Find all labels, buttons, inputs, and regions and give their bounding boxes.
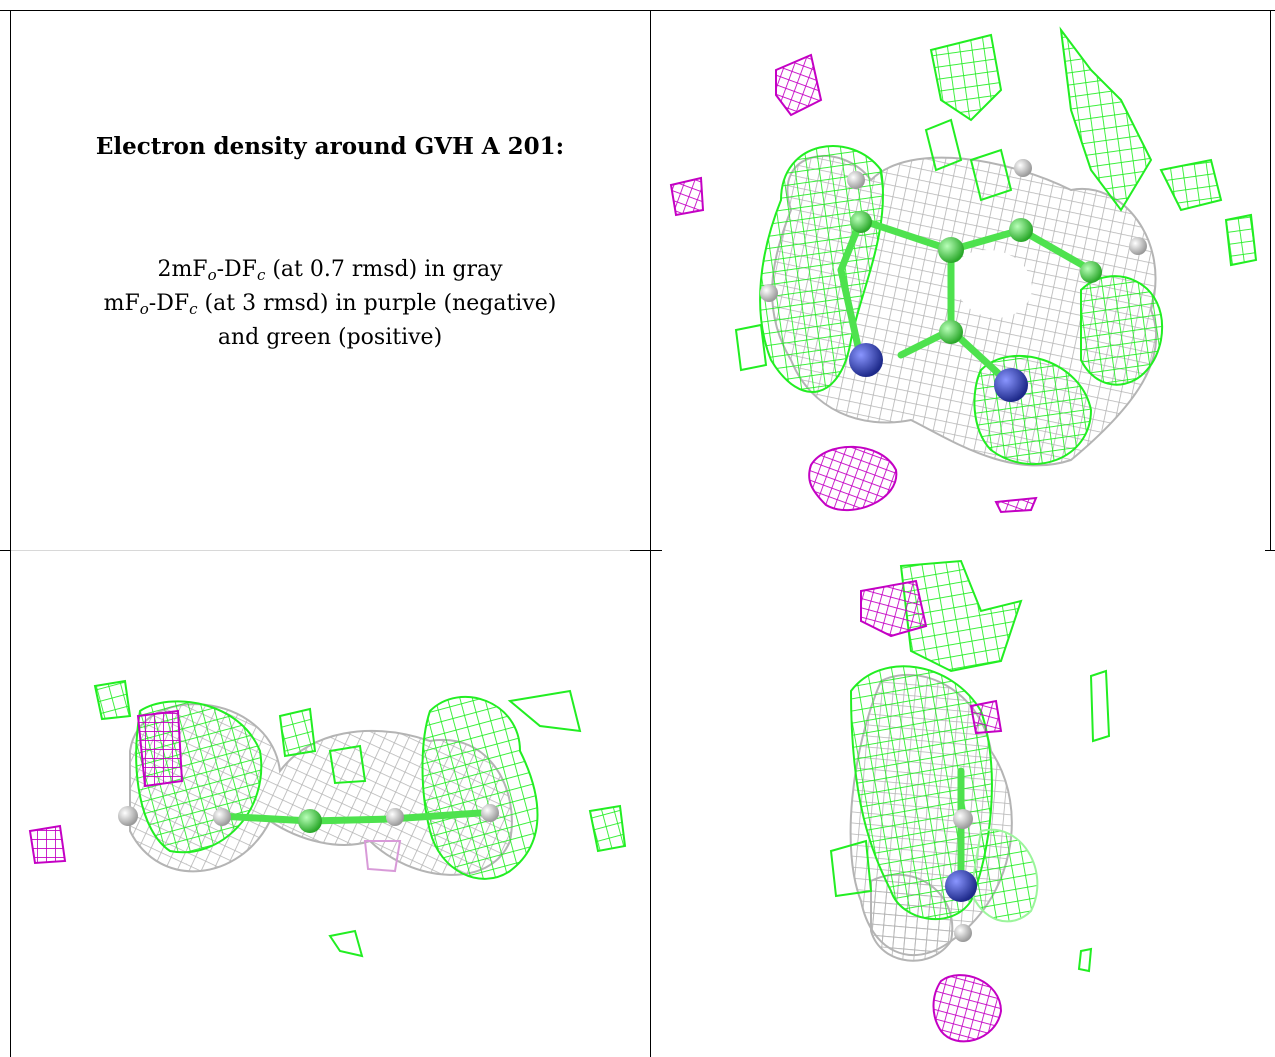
frame-mid-tick-left <box>0 550 10 551</box>
density-view-top-svg <box>669 26 1258 514</box>
ligand-model <box>760 159 1147 402</box>
legend-2fofc-suffix: (at 0.7 rmsd) in gray <box>265 257 503 282</box>
frame-mid-line-left <box>10 550 640 551</box>
density-view-top <box>651 10 1270 550</box>
negative-density-mesh <box>669 53 1038 514</box>
frame-top-line <box>0 10 1275 11</box>
legend-fofc-sub-o: o <box>139 300 149 318</box>
legend-2fofc-mid: -DF <box>216 257 257 282</box>
negative-density-mesh-edge <box>860 579 1003 1043</box>
density-view-edge <box>651 551 1270 1057</box>
ligand-model-edge <box>945 767 977 942</box>
legend-positive: and green (positive) <box>217 325 443 350</box>
frame-mid-tick-center <box>630 550 662 551</box>
panel-title: Electron density around GVH A 201: <box>95 133 565 160</box>
density-view-side <box>10 551 650 1057</box>
legend-fofc-mid: -DF <box>148 291 190 316</box>
legend-2fofc-prefix: 2mF <box>157 257 208 282</box>
density-view-side-svg <box>28 679 627 958</box>
legend-2fofc: 2mFo-DFc (at 0.7 rmsd) in gray <box>10 253 650 287</box>
legend-fofc-prefix: mF <box>103 291 140 316</box>
positive-density-mesh-edge <box>829 559 1111 973</box>
negative-density-mesh-side <box>28 709 402 873</box>
legend-fofc-suffix: (at 3 rmsd) in purple (negative) <box>197 291 557 316</box>
frame-left-line <box>10 10 11 1057</box>
legend-2fofc-sub-c: c <box>256 266 266 284</box>
legend-fofc-sub-c: c <box>189 300 198 318</box>
frame-mid-tick-right <box>1265 550 1275 551</box>
legend-2fofc-sub-o: o <box>207 266 217 284</box>
ligand-model-side <box>118 804 499 833</box>
frame-right-line <box>1270 10 1271 550</box>
caption-panel: Electron density around GVH A 201: 2mFo-… <box>10 10 650 550</box>
frame-center-line <box>650 10 651 1057</box>
density-view-edge-svg <box>829 559 1111 1043</box>
legend-fofc: mFo-DFc (at 3 rmsd) in purple (negative) <box>10 287 650 321</box>
